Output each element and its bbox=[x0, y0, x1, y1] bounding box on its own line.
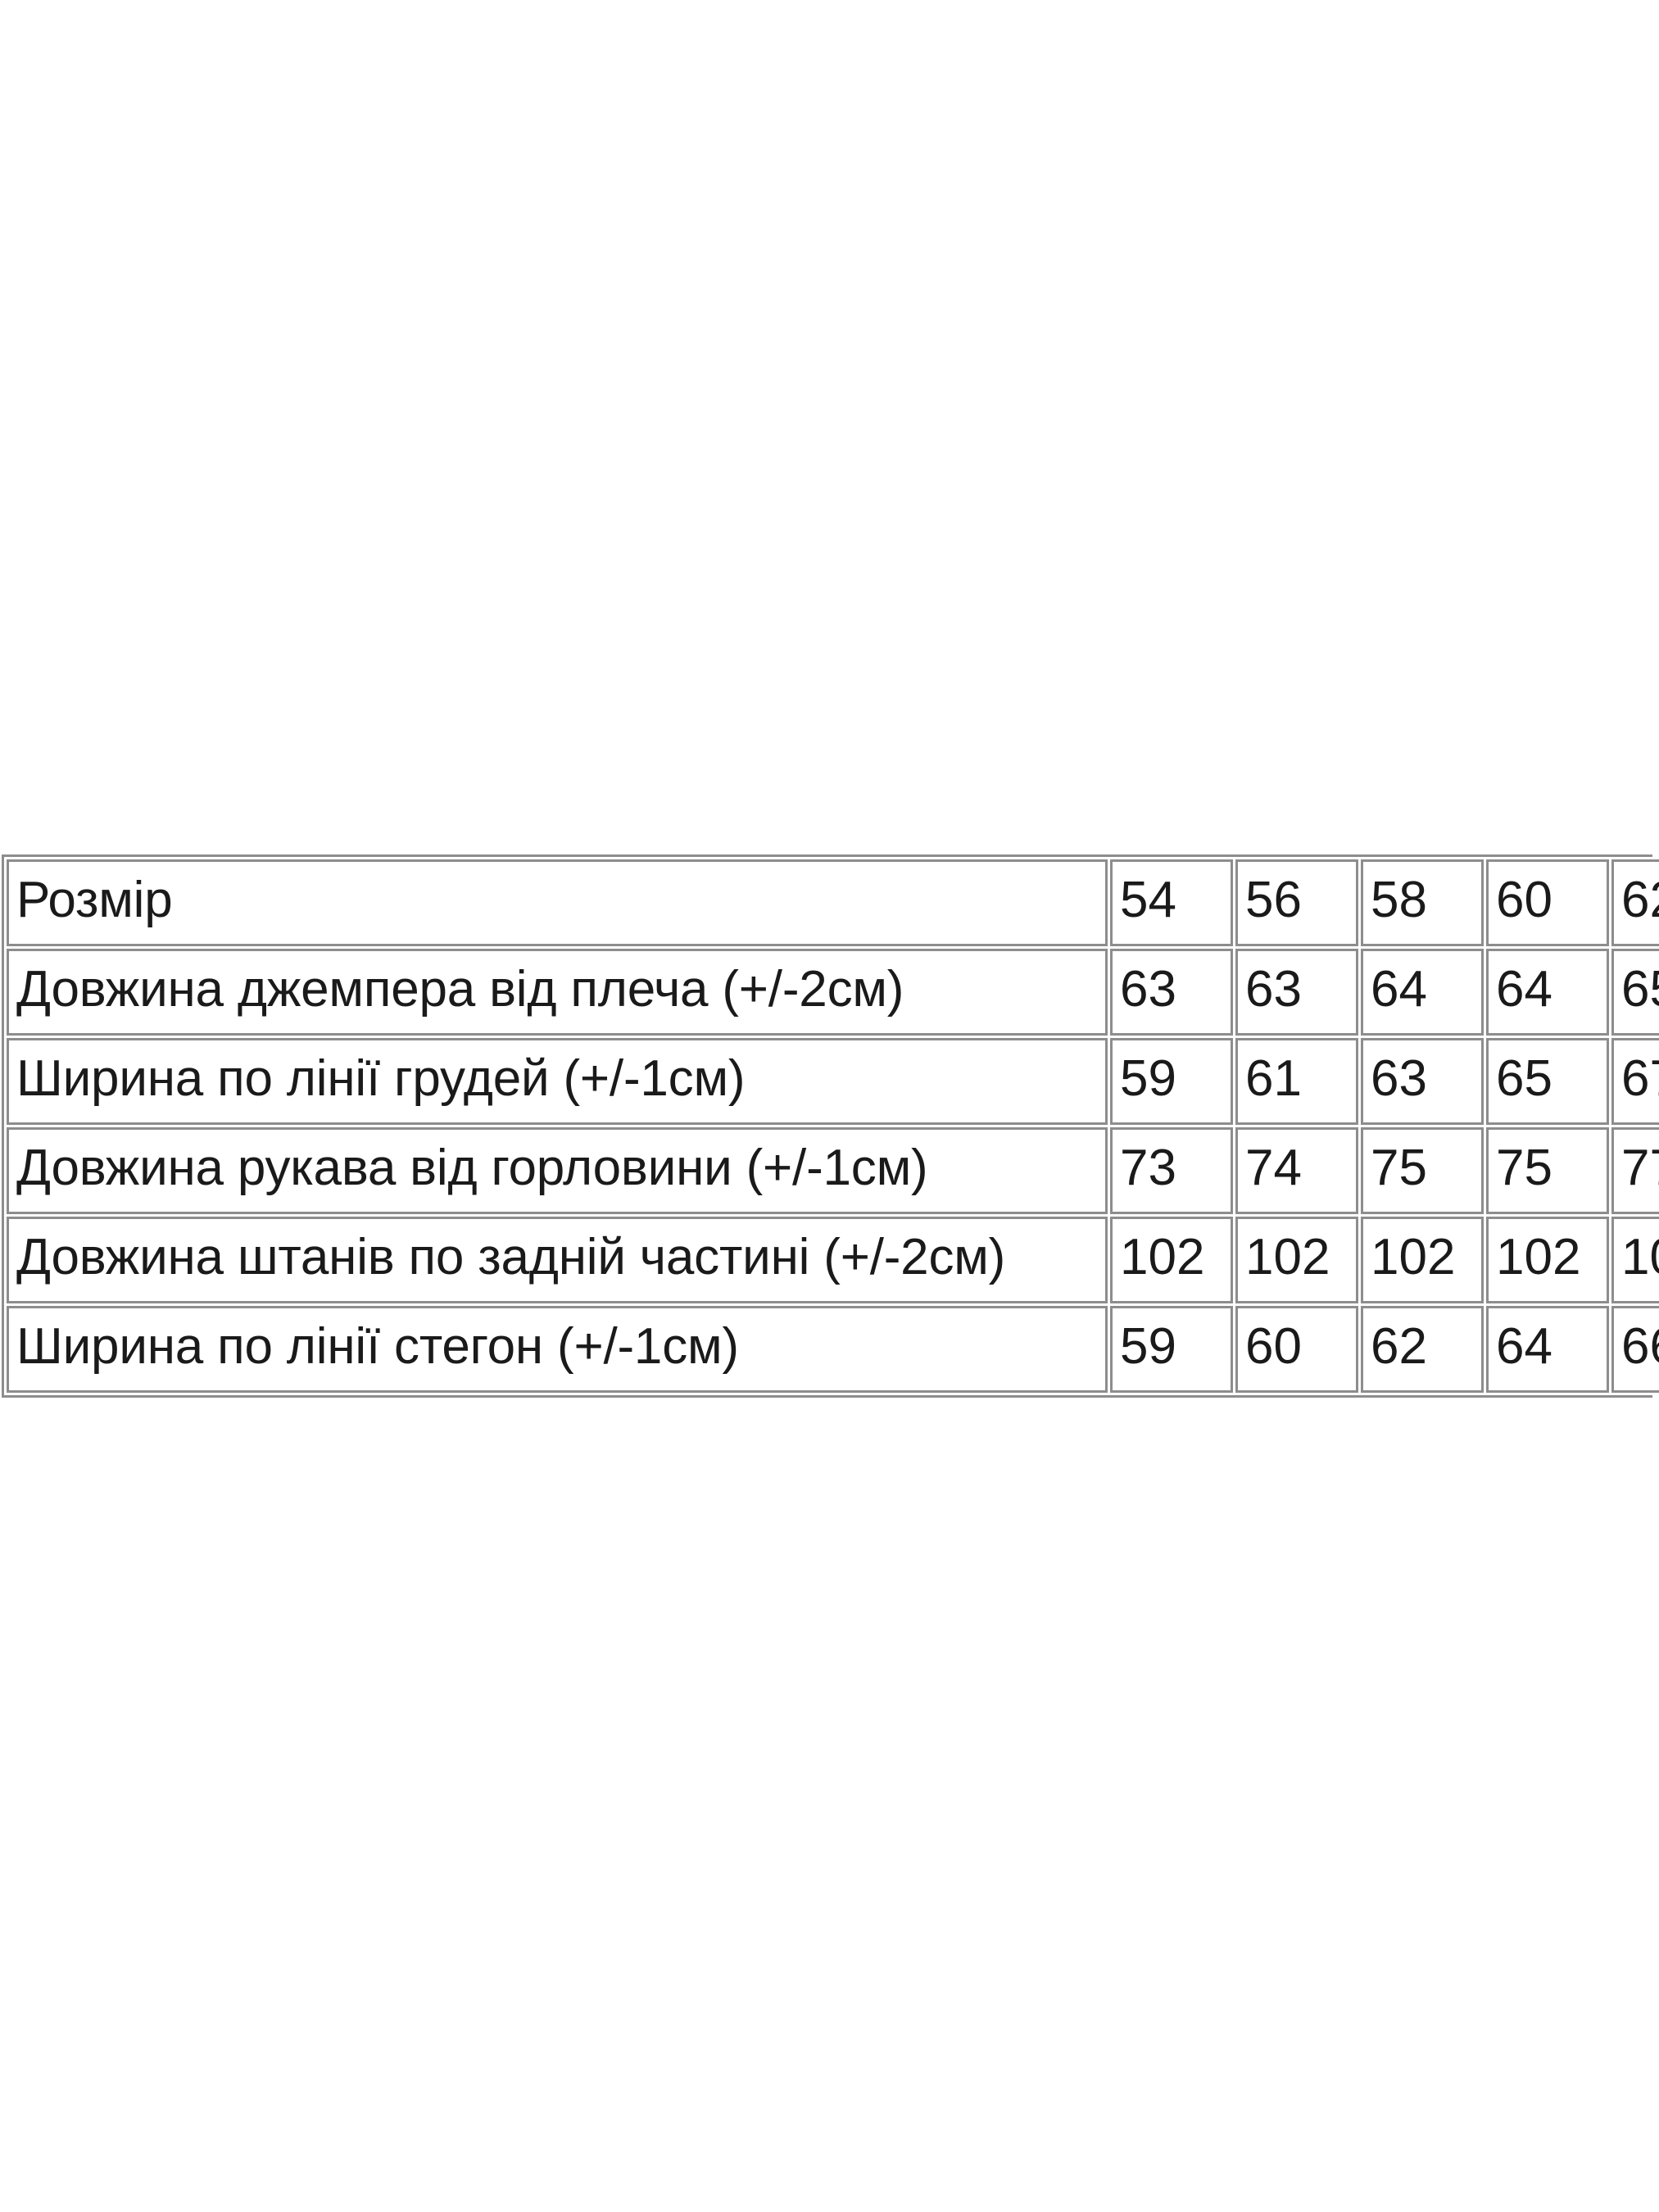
size-value: 102 bbox=[1110, 1217, 1233, 1303]
size-value: 65 bbox=[1611, 949, 1659, 1036]
table-row: Ширина по лінії стегон (+/-1см) 59 60 62… bbox=[7, 1306, 1659, 1393]
row-label: Довжина штанів по задній частині (+/-2см… bbox=[7, 1217, 1108, 1303]
size-value: 61 bbox=[1235, 1038, 1358, 1125]
size-value: 63 bbox=[1361, 1038, 1484, 1125]
size-value: 74 bbox=[1235, 1127, 1358, 1214]
size-value: 62 bbox=[1611, 859, 1659, 946]
table-row: Довжина джемпера від плеча (+/-2см) 63 6… bbox=[7, 949, 1659, 1036]
size-value: 56 bbox=[1235, 859, 1358, 946]
size-chart-body: Розмір 54 56 58 60 62 Довжина джемпера в… bbox=[7, 859, 1659, 1393]
row-label: Ширина по лінії грудей (+/-1см) bbox=[7, 1038, 1108, 1125]
size-value: 66 bbox=[1611, 1306, 1659, 1393]
size-value: 73 bbox=[1110, 1127, 1233, 1214]
size-value: 60 bbox=[1486, 859, 1609, 946]
size-value: 54 bbox=[1110, 859, 1233, 946]
table-row: Довжина рукава від горловини (+/-1см) 73… bbox=[7, 1127, 1659, 1214]
row-label: Довжина рукава від горловини (+/-1см) bbox=[7, 1127, 1108, 1214]
row-label: Ширина по лінії стегон (+/-1см) bbox=[7, 1306, 1108, 1393]
size-value: 64 bbox=[1486, 949, 1609, 1036]
size-value: 103 bbox=[1611, 1217, 1659, 1303]
size-value: 102 bbox=[1486, 1217, 1609, 1303]
size-value: 65 bbox=[1486, 1038, 1609, 1125]
size-value: 60 bbox=[1235, 1306, 1358, 1393]
size-value: 102 bbox=[1235, 1217, 1358, 1303]
size-value: 64 bbox=[1361, 949, 1484, 1036]
size-value: 58 bbox=[1361, 859, 1484, 946]
size-value: 62 bbox=[1361, 1306, 1484, 1393]
size-chart-table: Розмір 54 56 58 60 62 Довжина джемпера в… bbox=[4, 857, 1659, 1395]
table-row: Довжина штанів по задній частині (+/-2см… bbox=[7, 1217, 1659, 1303]
size-value: 67 bbox=[1611, 1038, 1659, 1125]
size-value: 77 bbox=[1611, 1127, 1659, 1214]
size-value: 63 bbox=[1110, 949, 1233, 1036]
table-row: Ширина по лінії грудей (+/-1см) 59 61 63… bbox=[7, 1038, 1659, 1125]
size-chart-container: Розмір 54 56 58 60 62 Довжина джемпера в… bbox=[2, 854, 1659, 1398]
size-value: 64 bbox=[1486, 1306, 1609, 1393]
row-label: Розмір bbox=[7, 859, 1108, 946]
row-label: Довжина джемпера від плеча (+/-2см) bbox=[7, 949, 1108, 1036]
size-value: 75 bbox=[1361, 1127, 1484, 1214]
size-value: 59 bbox=[1110, 1038, 1233, 1125]
size-value: 59 bbox=[1110, 1306, 1233, 1393]
size-value: 75 bbox=[1486, 1127, 1609, 1214]
size-value: 102 bbox=[1361, 1217, 1484, 1303]
size-value: 63 bbox=[1235, 949, 1358, 1036]
table-row: Розмір 54 56 58 60 62 bbox=[7, 859, 1659, 946]
